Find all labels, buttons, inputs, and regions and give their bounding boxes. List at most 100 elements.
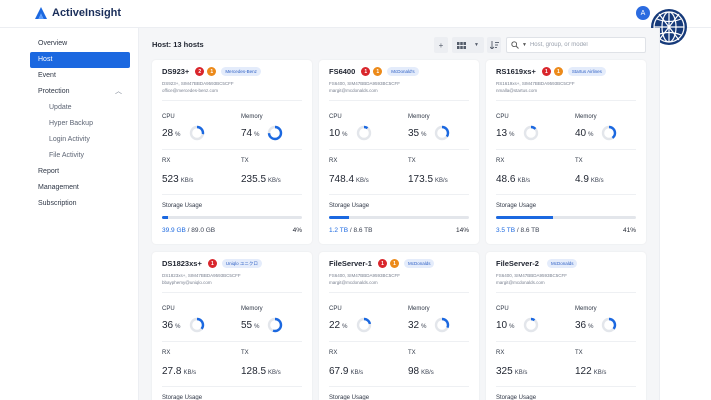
card-divider bbox=[329, 100, 469, 101]
host-model: RS1619xs+, SIM47BBDA9593BC5CFF bbox=[496, 81, 575, 86]
alert-badge[interactable]: 1 bbox=[541, 67, 551, 76]
search-filter-caret-icon[interactable]: ▼ bbox=[522, 42, 527, 48]
rx-unit: KB/s bbox=[517, 178, 531, 184]
add-host-button[interactable]: + bbox=[434, 37, 448, 53]
card-divider bbox=[496, 386, 636, 387]
host-card[interactable]: DS923+ 2 1 Mercedes-Benz DS923+, SIM47BBDA95… bbox=[152, 60, 312, 244]
globe-icon bbox=[651, 9, 687, 45]
host-name[interactable]: DS1823xs+ bbox=[162, 259, 202, 268]
host-model: FS6400, SIM47BBDA9593BC5CFF bbox=[329, 81, 401, 86]
search-box[interactable]: ▼ bbox=[506, 37, 646, 53]
tx-value: 173.5 KB/s bbox=[408, 174, 448, 185]
chevron-up-icon[interactable]: ︿ bbox=[115, 88, 122, 95]
alert-badge[interactable]: 1 bbox=[389, 259, 399, 268]
rx-number: 325 bbox=[496, 366, 513, 377]
host-card[interactable]: FS6400 1 1 McDonald's FS6400, SIM47BBDA9593B… bbox=[319, 60, 479, 244]
tx-number: 128.5 bbox=[241, 366, 267, 377]
customer-tag: McDonald's bbox=[387, 67, 419, 76]
storage-label: Storage Usage bbox=[162, 203, 203, 209]
sidebar-item-update[interactable]: Update bbox=[30, 100, 130, 116]
alert-badge[interactable]: 2 bbox=[195, 67, 205, 76]
host-model: FS6400, SIM47BBDA9593BC5CFF bbox=[496, 273, 568, 278]
host-email: office@mercedes-benz.com bbox=[162, 88, 219, 93]
sidebar-item-hyper-backup[interactable]: Hyper Backup bbox=[30, 116, 130, 132]
host-card[interactable]: FileServer-2 McDonalds FS6400, SIM47BBDA95… bbox=[486, 252, 646, 400]
sidebar-item-file-activity[interactable]: File Activity bbox=[30, 148, 130, 164]
sidebar-item-label: Event bbox=[38, 72, 56, 79]
user-avatar[interactable]: A bbox=[636, 6, 650, 20]
host-model: DS923+, SIM47BBDA9593BC5CFF bbox=[162, 81, 234, 86]
tx-unit: KB/s bbox=[268, 370, 281, 376]
alert-badge[interactable]: 1 bbox=[207, 259, 217, 268]
cpu-value: 36% bbox=[162, 320, 180, 331]
host-card[interactable]: DS1823xs+ 1 Uniqlo ユニクロ DS1823xs+, SIM47BBD… bbox=[152, 252, 312, 400]
tx-label: TX bbox=[408, 158, 416, 164]
rx-unit: KB/s bbox=[514, 370, 528, 376]
cpu-label: CPU bbox=[162, 306, 175, 312]
cpu-ring-icon bbox=[189, 317, 205, 333]
search-input[interactable] bbox=[529, 42, 640, 48]
host-card[interactable]: RS1619xs+ 1 1 Startus Airlines RS1619xs+, SI… bbox=[486, 60, 646, 244]
tx-unit: KB/s bbox=[421, 370, 434, 376]
memory-label: Memory bbox=[408, 114, 430, 120]
app-logo[interactable]: ActiveInsight bbox=[34, 6, 121, 20]
host-name[interactable]: DS923+ bbox=[162, 67, 190, 76]
rx-number: 523 bbox=[162, 174, 179, 185]
rx-number: 67.9 bbox=[329, 366, 349, 377]
sidebar-item-report[interactable]: Report bbox=[30, 164, 130, 180]
view-mode-button[interactable]: ▼ bbox=[452, 37, 484, 53]
host-name[interactable]: FileServer-1 bbox=[329, 259, 372, 268]
customer-tag: McDonalds bbox=[403, 259, 435, 268]
rx-unit: KB/s bbox=[180, 178, 194, 184]
host-name[interactable]: RS1619xs+ bbox=[496, 67, 536, 76]
sidebar-item-label: Hyper Backup bbox=[49, 120, 93, 127]
cpu-ring-icon bbox=[523, 317, 539, 333]
customer-tag: Mercedes-Benz bbox=[221, 67, 261, 76]
sidebar-item-login-activity[interactable]: Login Activity bbox=[30, 132, 130, 148]
host-email: margit@mcdonalds.com bbox=[496, 280, 545, 285]
memory-label: Memory bbox=[241, 114, 263, 120]
cpu-label: CPU bbox=[329, 114, 342, 120]
sidebar-item-protection[interactable]: Protection ︿ bbox=[30, 84, 130, 100]
tx-value: 128.5 KB/s bbox=[241, 366, 281, 377]
sidebar-item-label: Update bbox=[49, 104, 72, 111]
sidebar-item-host[interactable]: Host bbox=[30, 52, 130, 68]
sidebar-item-label: File Activity bbox=[49, 152, 85, 159]
memory-label: Memory bbox=[575, 114, 597, 120]
host-card[interactable]: FileServer-1 1 1 McDonalds FS6400, SIM47BBDA… bbox=[319, 252, 479, 400]
sidebar-item-management[interactable]: Management bbox=[30, 180, 130, 196]
cpu-unit: % bbox=[342, 132, 348, 138]
rx-value: 325 KB/s bbox=[496, 366, 527, 377]
alert-badge[interactable]: 1 bbox=[553, 67, 563, 76]
memory-number: 40 bbox=[575, 128, 587, 139]
card-divider bbox=[329, 386, 469, 387]
card-divider bbox=[329, 149, 469, 150]
alert-badge[interactable]: 1 bbox=[361, 67, 371, 76]
alert-badge[interactable]: 1 bbox=[207, 67, 217, 76]
alert-badge[interactable]: 1 bbox=[377, 259, 387, 268]
tx-label: TX bbox=[575, 158, 583, 164]
storage-used: 3.5 TB / 8.6 TB bbox=[496, 227, 539, 234]
cpu-unit: % bbox=[175, 132, 181, 138]
memory-label: Memory bbox=[241, 306, 263, 312]
sort-button[interactable] bbox=[487, 37, 501, 53]
alert-badge[interactable]: 1 bbox=[373, 67, 383, 76]
tx-label: TX bbox=[575, 350, 583, 356]
tx-value: 235.5 KB/s bbox=[241, 174, 281, 185]
host-model: DS1823xs+, SIM47BBDA9593BC5CFF bbox=[162, 273, 241, 278]
tx-value: 122 KB/s bbox=[575, 366, 606, 377]
cpu-ring-icon bbox=[523, 125, 539, 141]
sidebar-item-overview[interactable]: Overview bbox=[30, 36, 130, 52]
storage-label: Storage Usage bbox=[329, 395, 370, 400]
host-name[interactable]: FS6400 bbox=[329, 67, 356, 76]
sidebar-item-event[interactable]: Event bbox=[30, 68, 130, 84]
rx-label: RX bbox=[496, 350, 505, 356]
rx-unit: KB/s bbox=[183, 370, 197, 376]
sidebar-item-label: Overview bbox=[38, 40, 68, 47]
card-header: RS1619xs+ 1 1 Startus Airlines bbox=[496, 67, 606, 76]
sidebar-item-subscription[interactable]: Subscription bbox=[30, 196, 130, 212]
memory-value: 74% bbox=[241, 128, 259, 139]
rx-label: RX bbox=[329, 158, 338, 164]
host-email: bbayphemy@uniqlo.com bbox=[162, 280, 212, 285]
host-name[interactable]: FileServer-2 bbox=[496, 259, 539, 268]
